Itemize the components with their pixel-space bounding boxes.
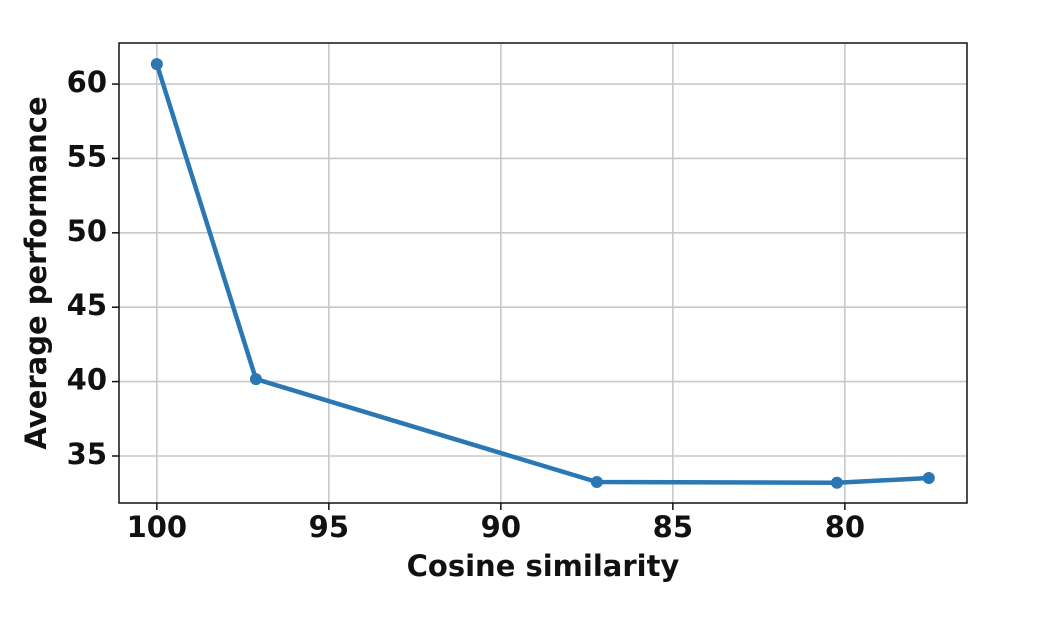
- x-tick-label: 90: [481, 510, 521, 544]
- line: [154, 63, 929, 486]
- y-tick-label: 50: [67, 214, 107, 248]
- x-tick-label: 85: [653, 510, 693, 544]
- y-tick-label: 35: [67, 437, 107, 471]
- y-tick-label: 55: [67, 139, 107, 173]
- y-tick-label: 45: [67, 288, 107, 322]
- point: [590, 476, 603, 489]
- y-tick-label: 60: [67, 65, 107, 99]
- point: [922, 472, 935, 485]
- plot-frame: [118, 42, 968, 504]
- x-axis-label: Cosine similarity: [407, 549, 680, 583]
- x-tick-label: 95: [309, 510, 349, 544]
- point: [150, 58, 163, 71]
- y-tick-label: 40: [67, 363, 107, 397]
- point: [830, 476, 843, 489]
- y-axis-label: Average performance: [19, 96, 53, 449]
- x-tick-label: 80: [825, 510, 865, 544]
- point: [249, 373, 262, 386]
- x-tick-label: 100: [127, 510, 188, 544]
